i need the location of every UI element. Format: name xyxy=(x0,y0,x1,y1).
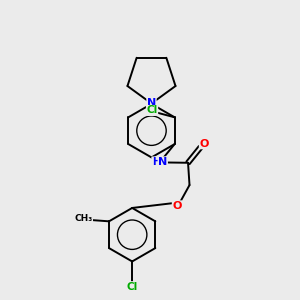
Text: O: O xyxy=(200,139,209,149)
Text: O: O xyxy=(172,201,182,211)
Text: H: H xyxy=(152,157,160,167)
Text: N: N xyxy=(158,157,167,167)
Text: N: N xyxy=(147,98,156,109)
Text: Cl: Cl xyxy=(146,106,158,116)
Text: CH₃: CH₃ xyxy=(74,214,93,224)
Text: Cl: Cl xyxy=(127,282,138,292)
